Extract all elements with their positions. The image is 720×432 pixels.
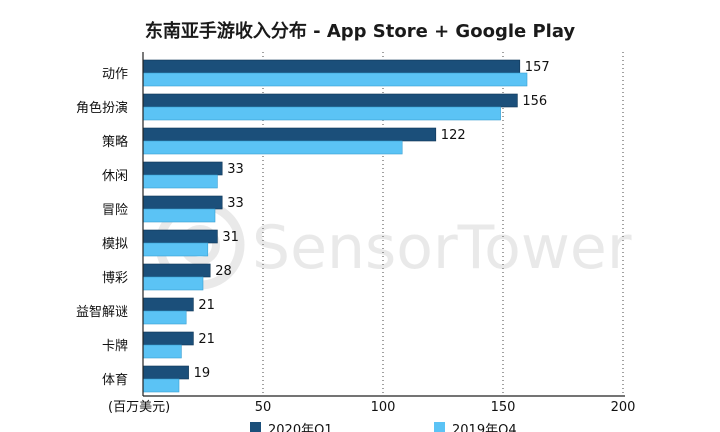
data-label: 21	[198, 332, 215, 347]
bar-2020q1	[142, 93, 518, 108]
bar-2019q4	[142, 310, 187, 325]
category-label: 益智解谜	[76, 305, 128, 320]
bar-2019q4	[142, 72, 528, 87]
category-label: 体育	[102, 372, 128, 388]
category-label: 卡牌	[102, 338, 128, 354]
legend-label: 2020年Q1	[268, 423, 333, 432]
category-label: 博彩	[102, 271, 128, 286]
bar-2020q1	[142, 127, 437, 142]
category-label: 角色扮演	[76, 100, 128, 116]
legend-swatch	[250, 422, 261, 432]
bar-2019q4	[142, 106, 501, 121]
data-label: 156	[522, 94, 547, 109]
category-label: 动作	[102, 67, 128, 82]
category-label: 冒险	[102, 203, 128, 218]
bar-2020q1	[142, 195, 223, 210]
x-tick-label: 100	[371, 400, 396, 415]
bar-2019q4	[142, 242, 209, 257]
x-tick-label: 200	[611, 400, 636, 415]
bar-2020q1	[142, 365, 189, 380]
bar-2020q1	[142, 59, 521, 74]
x-tick-label: 150	[491, 400, 516, 415]
bar-2019q4	[142, 344, 182, 359]
chart-title: 东南亚手游收入分布 - App Store + Google Play	[144, 21, 576, 42]
data-label: 157	[525, 60, 550, 75]
bar-2019q4	[142, 378, 180, 393]
bar-2020q1	[142, 263, 211, 278]
watermark-text: SensorTower	[252, 213, 632, 283]
bar-2019q4	[142, 276, 204, 291]
data-label: 21	[198, 298, 215, 313]
data-label: 31	[222, 230, 239, 245]
bar-2020q1	[142, 161, 223, 176]
category-label: 策略	[102, 134, 128, 150]
x-tick-label: 50	[255, 400, 272, 415]
data-label: 28	[215, 264, 232, 279]
unit-label: (百万美元)	[108, 400, 170, 415]
data-label: 33	[227, 162, 244, 177]
watermark: SensorTower	[155, 200, 632, 290]
category-label: 休闲	[102, 169, 128, 184]
bar-2019q4	[142, 174, 218, 189]
category-label: 模拟	[102, 237, 128, 252]
legend-swatch	[434, 422, 445, 432]
data-label: 122	[441, 128, 466, 143]
bar-2020q1	[142, 331, 194, 346]
bar-2019q4	[142, 208, 216, 223]
data-label: 33	[227, 196, 244, 211]
data-label: 19	[194, 366, 211, 381]
legend-label: 2019年Q4	[452, 423, 517, 432]
bar-2020q1	[142, 229, 218, 244]
bar-2019q4	[142, 140, 403, 155]
bar-2020q1	[142, 297, 194, 312]
